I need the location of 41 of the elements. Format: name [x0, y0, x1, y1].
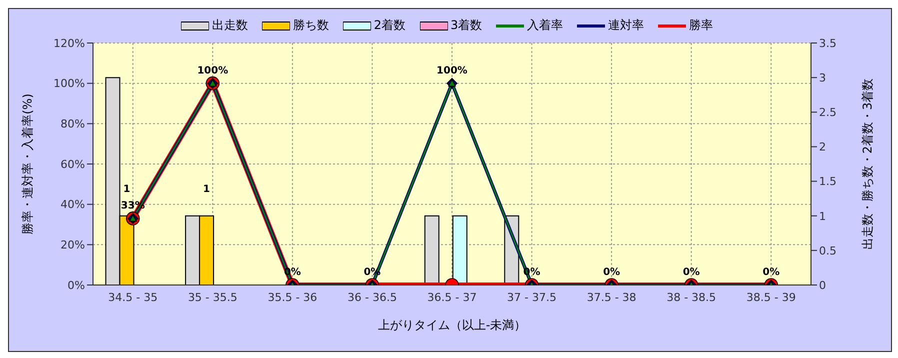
legend-label: 3着数: [450, 17, 482, 34]
data-label: 0%: [762, 267, 780, 278]
legend-label: 2着数: [374, 17, 406, 34]
y2-tick-label: 2: [819, 140, 826, 154]
x-axis-title: 上がりタイム（以上-未満）: [378, 318, 526, 332]
data-label: 0%: [682, 267, 700, 278]
x-tick-label: 36.5 - 37: [427, 290, 477, 304]
y-tick-label: 40%: [60, 198, 85, 212]
legend-label: 勝ち数: [292, 17, 329, 34]
y2-tick-label: 1: [819, 210, 826, 223]
y2-tick-label: 1.5: [819, 175, 836, 188]
data-label: 100%: [197, 65, 228, 76]
y-tick-label: 80%: [60, 118, 85, 131]
y-tick-label: 20%: [60, 238, 85, 252]
x-tick-label: 35.5 - 36: [268, 290, 318, 304]
legend-label: 出走数: [212, 17, 248, 34]
x-tick-label: 37 - 37.5: [507, 290, 557, 304]
y-tick-label: 100%: [54, 77, 85, 90]
y2-tick-label: 2.5: [819, 106, 836, 120]
data-label: 0%: [603, 267, 620, 278]
x-tick-label: 36 - 36.5: [347, 290, 397, 304]
x-tick-label: 35 - 35.5: [188, 290, 238, 304]
y2-tick-label: 0.5: [819, 244, 836, 258]
legend-label: 入着率: [527, 17, 564, 34]
y2-axis-title: 出走数・勝ち数・2着数・3着数: [860, 78, 874, 250]
y2-tick-label: 3: [819, 71, 826, 84]
legend-label: 勝率: [689, 17, 714, 34]
x-tick-label: 37.5 - 38: [586, 290, 636, 304]
y-axis-title: 勝率・連対率・入着率(%): [20, 94, 34, 234]
data-label: 100%: [436, 65, 468, 76]
y2-tick-label: 3.5: [819, 36, 836, 50]
data-label: 1: [123, 184, 130, 195]
x-tick-label: 34.5 - 35: [108, 290, 158, 304]
data-label: 1: [203, 184, 210, 195]
y-tick-label: 120%: [54, 36, 85, 50]
legend-label: 連対率: [608, 17, 644, 34]
y-tick-label: 0%: [68, 278, 85, 292]
y-tick-label: 60%: [60, 158, 85, 171]
y2-tick-label: 0: [819, 278, 826, 292]
x-tick-label: 38.5 - 39: [746, 290, 796, 304]
x-tick-label: 38 - 38.5: [666, 290, 716, 304]
